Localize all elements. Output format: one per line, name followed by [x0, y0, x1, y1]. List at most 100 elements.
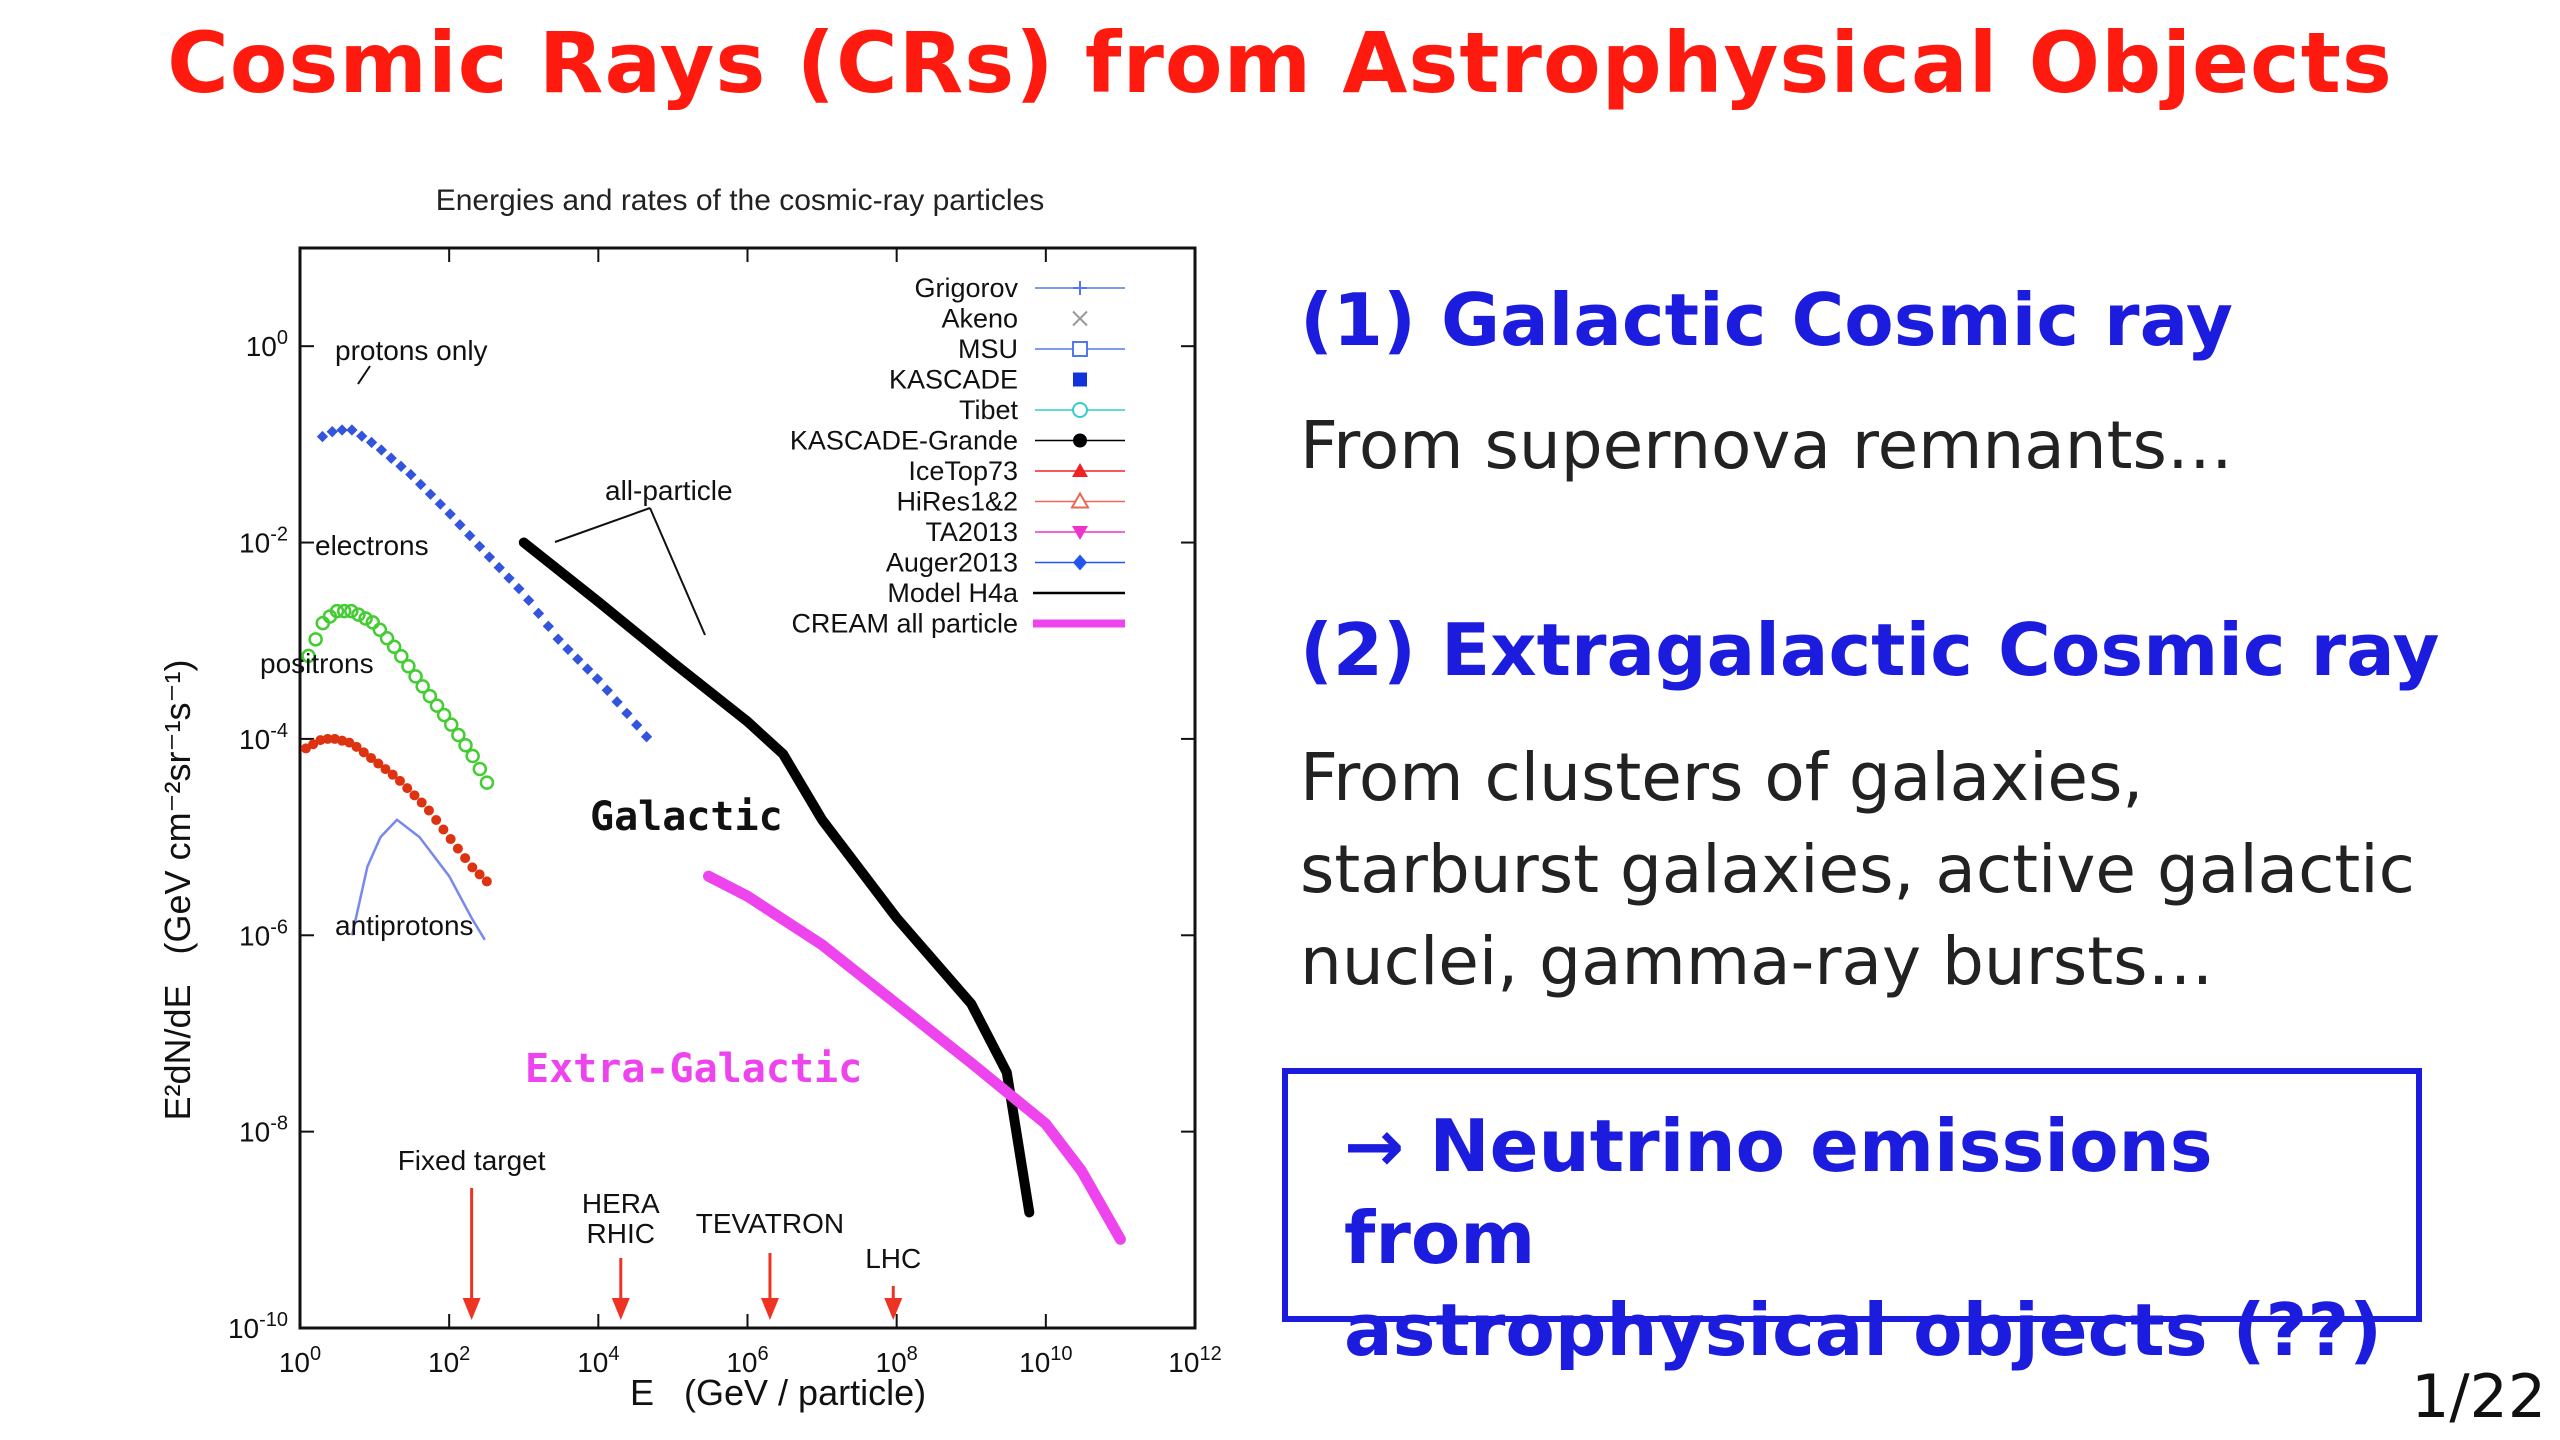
electrons-point: [465, 748, 480, 764]
legend-swatch-hires1-2: [1070, 491, 1090, 509]
protons-only-point: [513, 582, 525, 595]
y-axis-ticks: 100 10-2 10-4 10-6 10-8 10-10: [228, 327, 1195, 1344]
marker-label-lhc: LHC: [865, 1243, 921, 1274]
protons-pointer-arrow: [357, 365, 371, 385]
y-tick-label: 100: [246, 327, 288, 362]
y-tick-label: 10-4: [239, 720, 288, 755]
text-line: nuclei, gamma-ray bursts…: [1300, 923, 2214, 1000]
positrons-point: [322, 733, 333, 744]
all-particle-arrow-2: [649, 507, 706, 636]
data-series: [300, 424, 1126, 1245]
electrons-point: [336, 603, 352, 619]
x-tick-label: 1010: [1019, 1343, 1072, 1378]
protons-only-point: [395, 460, 407, 472]
legend-label-msu: MSU: [958, 334, 1018, 364]
x-tick-label: 108: [876, 1343, 918, 1378]
label-galactic: Galactic: [590, 794, 783, 840]
callout-text: → Neutrino emissions from astrophysical …: [1344, 1100, 2416, 1376]
electrons-point: [479, 775, 495, 790]
positrons-point: [431, 814, 442, 825]
electrons-point: [358, 611, 373, 626]
protons-only-point: [552, 633, 564, 645]
protons-only-point: [454, 519, 466, 531]
electrons-point: [451, 727, 466, 743]
legend-label-hires1-2: HiRes1&2: [896, 487, 1018, 517]
section-text-extragalactic: From clusters of galaxies, starburst gal…: [1300, 732, 2415, 1008]
electrons-point: [365, 615, 380, 630]
x-tick-label: 104: [577, 1343, 619, 1378]
legend-swatch-kascade: [1073, 372, 1087, 387]
label-all-particle: all-particle: [605, 475, 733, 506]
marker-label-tevatron: TEVATRON: [696, 1208, 844, 1239]
protons-only-point: [473, 540, 486, 553]
legend-swatch-kascade-grande: [1073, 433, 1087, 448]
section-heading-galactic: (1) Galactic Cosmic ray: [1300, 278, 2233, 362]
marker-arrowhead-tevatron: [760, 1298, 779, 1320]
legend-label-icetop73: IceTop73: [908, 456, 1018, 486]
electrons-point: [344, 603, 359, 619]
protons-only-point: [444, 508, 456, 520]
x-axis-label: E (GeV / particle): [630, 1372, 926, 1413]
y-tick-label: 10-10: [228, 1309, 288, 1344]
electrons-point: [415, 679, 430, 694]
electrons-point: [329, 603, 345, 619]
positrons-point: [308, 739, 319, 750]
positrons-point: [373, 758, 384, 769]
positrons-point: [351, 741, 362, 752]
electrons-point: [372, 622, 388, 638]
protons-only-point: [532, 607, 545, 619]
label-antiprotons: antiprotons: [335, 910, 474, 941]
legend-label-model-h4a: Model H4a: [887, 578, 1019, 608]
electrons-point: [394, 648, 409, 664]
y-tick-label: 10-6: [239, 916, 288, 951]
positrons-point: [394, 775, 405, 786]
protons-only-point: [365, 436, 378, 449]
electrons-point: [422, 688, 438, 704]
legend-label-grigorov: Grigorov: [914, 273, 1018, 303]
extra-galactic-curve: [703, 870, 1126, 1245]
protons-only-point: [375, 444, 388, 456]
protons-only-point: [356, 430, 368, 442]
legend-label-cream-all-particle: CREAM all particle: [791, 609, 1018, 639]
electrons-point: [308, 632, 323, 647]
marker-arrowhead-rhic: [611, 1298, 630, 1320]
electrons-point: [386, 639, 402, 655]
positrons-point: [445, 834, 456, 845]
legend-swatch-tibet: [1072, 402, 1088, 418]
electrons-point: [301, 648, 316, 664]
annotations: protons only electrons positrons antipro…: [260, 335, 862, 1092]
legend-label-ta2013: TA2013: [925, 517, 1018, 547]
y-axis-label: E²dN/dE (GeV cm⁻²sr⁻¹s⁻¹): [157, 659, 198, 1120]
protons-only-point: [415, 478, 427, 491]
protons-only-point: [326, 426, 338, 438]
positrons-point: [452, 843, 463, 854]
marker-arrowhead-lhc: [884, 1298, 903, 1320]
x-axis-ticks: 100 102 104 106 108 1010 1012: [279, 248, 1222, 1378]
marker-label-fixed-target: Fixed target: [398, 1145, 546, 1176]
legend-swatch-grigorov: [1073, 281, 1087, 295]
positrons-point: [344, 737, 355, 748]
positrons-point: [300, 743, 311, 754]
marker-label-rhic: RHIC: [587, 1218, 655, 1249]
positrons-point: [481, 876, 492, 887]
positrons-point: [409, 790, 420, 801]
marker-arrowhead-fixed-target: [462, 1298, 481, 1320]
label-extra-galactic: Extra-Galactic: [525, 1046, 862, 1092]
callout-line: astrophysical objects (??): [1344, 1288, 2382, 1372]
protons-only-point: [346, 424, 358, 436]
positrons-point: [366, 752, 377, 763]
protons-only-point: [591, 673, 604, 685]
section-text-galactic: From supernova remnants…: [1300, 400, 2233, 492]
plot-area: [298, 246, 1197, 1330]
protons-only-point: [405, 468, 417, 481]
protons-only-point: [483, 551, 496, 563]
label-electrons: electrons: [315, 530, 429, 561]
protons-only-point: [503, 572, 515, 584]
label-positrons: positrons: [260, 648, 374, 679]
protons-only-point: [542, 620, 554, 632]
legend-label-tibet: Tibet: [959, 395, 1019, 425]
legend-label-akeno: Akeno: [941, 304, 1018, 334]
electrons-point: [351, 607, 366, 622]
protons-only-point: [385, 452, 397, 464]
